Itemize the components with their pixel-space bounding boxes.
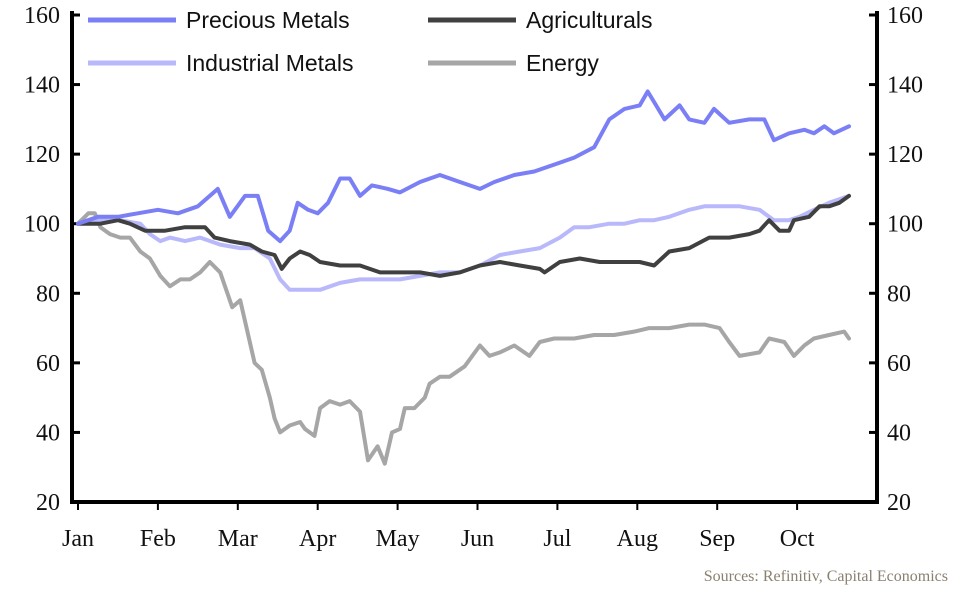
y-tick-label-left: 120 bbox=[24, 142, 60, 168]
y-tick-label-right: 20 bbox=[887, 490, 911, 516]
x-tick-label: Jul bbox=[543, 526, 571, 552]
legend-label: Agriculturals bbox=[526, 7, 653, 33]
y-tick-label-left: 20 bbox=[36, 490, 60, 516]
y-tick-label-left: 40 bbox=[36, 420, 60, 446]
axes: 20 20 40 40 60 60 80 80 100 100 120 120 140 140 160 160… bbox=[24, 3, 923, 552]
x-tick-label: May bbox=[376, 526, 420, 552]
y-tick-label-left: 60 bbox=[36, 351, 60, 377]
x-tick-label: Jan bbox=[62, 526, 94, 552]
y-tick-label-right: 60 bbox=[887, 351, 911, 377]
series-line-energy bbox=[76, 211, 851, 466]
legend-label: Energy bbox=[526, 50, 599, 76]
source-note: Sources: Refinitiv, Capital Economics bbox=[704, 568, 948, 585]
series-line-agriculturals bbox=[76, 193, 851, 278]
x-tick-label: Feb bbox=[140, 526, 176, 552]
y-tick-label-right: 100 bbox=[887, 212, 923, 238]
legend-label: Industrial Metals bbox=[186, 50, 353, 76]
x-tick-label: Aug bbox=[617, 526, 658, 552]
x-tick-label: Sep bbox=[699, 526, 735, 552]
y-tick-label-right: 140 bbox=[887, 73, 923, 99]
y-tick-label-left: 140 bbox=[24, 73, 60, 99]
y-tick-label-left: 100 bbox=[24, 212, 60, 238]
y-tick-label-right: 40 bbox=[887, 420, 911, 446]
legend-label: Precious Metals bbox=[186, 7, 350, 33]
y-tick-label-right: 120 bbox=[887, 142, 923, 168]
x-tick-label: Mar bbox=[218, 526, 258, 552]
x-tick-label: Jun bbox=[461, 526, 494, 552]
series-line-precious-metals bbox=[76, 89, 851, 244]
y-tick-label-right: 160 bbox=[887, 3, 923, 29]
y-tick-label-right: 80 bbox=[887, 281, 911, 307]
legend: Precious Metals Agriculturals Industrial M… bbox=[88, 7, 653, 76]
y-tick-label-left: 160 bbox=[24, 3, 60, 29]
y-tick-label-left: 80 bbox=[36, 281, 60, 307]
x-tick-label: Oct bbox=[780, 526, 815, 552]
x-tick-label: Apr bbox=[299, 526, 336, 552]
series-lines bbox=[76, 89, 851, 466]
